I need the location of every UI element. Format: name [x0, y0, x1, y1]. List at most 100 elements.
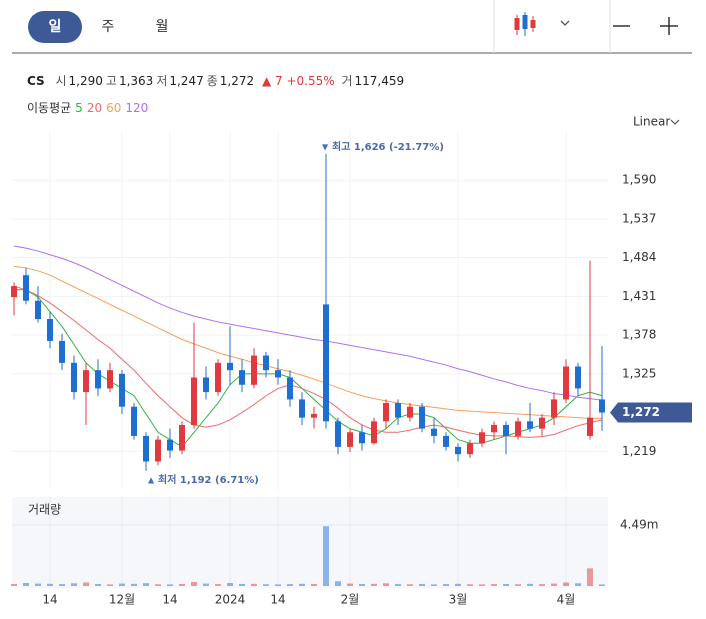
annotation-icon: ▼	[322, 142, 329, 151]
candle-body	[479, 432, 485, 444]
volume-bar	[203, 583, 209, 586]
candle-body	[119, 373, 125, 407]
volume-bar	[551, 583, 557, 586]
symbol: CS	[27, 74, 45, 88]
candle-body	[419, 406, 425, 429]
summary-label: 고	[105, 74, 117, 88]
y-tick-label: 1,431	[622, 289, 656, 303]
tab-selected[interactable]	[28, 11, 82, 43]
candle-body	[491, 424, 497, 433]
volume-bar	[407, 584, 413, 586]
candle-body	[131, 406, 137, 436]
volume-bar	[47, 583, 53, 586]
candle-body	[35, 300, 41, 320]
price-summary: CS 시 1,290 고 1,363 저 1,247 종 1,272 ▲ 7 +0.55% 거…	[27, 72, 404, 89]
dropdown-icon[interactable]	[560, 20, 570, 26]
scale-mode[interactable]: Linear	[633, 115, 670, 129]
annotation-icon: ▲	[148, 476, 155, 485]
candle-body	[515, 421, 521, 436]
volume-bar	[215, 584, 221, 586]
candle-body	[59, 340, 65, 363]
candle-body	[239, 370, 245, 385]
candle-body	[431, 428, 437, 436]
volume-value: 117,459	[354, 74, 405, 88]
candle-body	[155, 439, 161, 462]
volume-bar	[335, 581, 341, 586]
candle-body	[395, 403, 401, 418]
candle-body	[11, 286, 17, 298]
ma-legend-title: 이동평균	[27, 101, 72, 115]
volume-bar	[179, 583, 185, 586]
volume-tick-label: 4.49m	[620, 517, 658, 531]
candle-body	[287, 377, 293, 400]
candle-body	[299, 399, 305, 418]
candle-body	[323, 304, 329, 422]
candle-body	[383, 403, 389, 422]
candle-body	[215, 362, 221, 393]
candle-body	[95, 370, 101, 389]
candle-body	[539, 417, 545, 429]
x-tick-label: 14	[270, 593, 285, 607]
volume-bar	[167, 584, 173, 586]
volume-bar	[419, 583, 425, 586]
volume-bar	[347, 583, 353, 586]
candle-body	[575, 366, 581, 389]
volume-bar	[491, 584, 497, 586]
volume-title: 거래량	[28, 503, 61, 517]
volume-bar	[359, 583, 365, 586]
volume-bar	[587, 568, 593, 586]
candle-body	[455, 446, 461, 455]
scale-dropdown-icon[interactable]	[670, 119, 680, 125]
candle-type-icon[interactable]	[514, 12, 536, 36]
volume-bar	[539, 584, 545, 586]
candle-body	[47, 319, 53, 341]
candle-body	[527, 421, 533, 429]
candle-body	[599, 399, 605, 413]
volume-bar	[371, 583, 377, 586]
volume-bar	[131, 583, 137, 586]
x-tick-label: 2024	[215, 593, 246, 607]
volume-bar	[443, 584, 449, 586]
summary-label: 저	[156, 74, 168, 88]
zoom-in-icon[interactable]	[660, 17, 678, 35]
volume-bar	[503, 583, 509, 586]
volume-bar	[383, 583, 389, 586]
volume-bar	[191, 581, 197, 586]
volume-bar	[299, 583, 305, 586]
candle-body	[311, 414, 317, 418]
volume-bar	[227, 583, 233, 586]
ma-line	[13, 265, 602, 419]
volume-bar	[119, 583, 125, 586]
volume-bar	[263, 584, 269, 586]
ma-legend-item: 5	[75, 101, 83, 115]
volume-bar	[395, 584, 401, 586]
volume-bar	[251, 583, 257, 586]
volume-bar	[155, 584, 161, 586]
candle-body	[23, 275, 29, 301]
y-tick-label: 1,537	[622, 211, 656, 225]
y-tick-label: 1,378	[622, 328, 656, 342]
volume-bar	[575, 583, 581, 586]
candle-body	[335, 421, 341, 447]
candle-body	[359, 432, 365, 444]
high-annotation: 최고 1,626 (-21.77%)	[332, 140, 444, 153]
volume-bar	[455, 583, 461, 586]
y-tick-label: 1,590	[622, 173, 656, 187]
period-tab[interactable]: 주	[102, 19, 115, 35]
candle-body	[371, 421, 377, 444]
candle-body	[443, 435, 449, 447]
x-tick-label: 2월	[341, 593, 360, 607]
volume-bar	[11, 583, 17, 586]
y-tick-label: 1,484	[622, 250, 656, 264]
period-tab[interactable]: 월	[156, 19, 169, 35]
volume-bar	[479, 584, 485, 586]
x-tick-label: 14	[162, 593, 177, 607]
x-tick-label: 3월	[449, 593, 468, 607]
x-tick-label: 14	[42, 593, 57, 607]
candle-body	[551, 399, 557, 418]
candle-body	[203, 377, 209, 393]
period-tab[interactable]: 일	[49, 19, 62, 35]
candle-body	[263, 355, 269, 371]
